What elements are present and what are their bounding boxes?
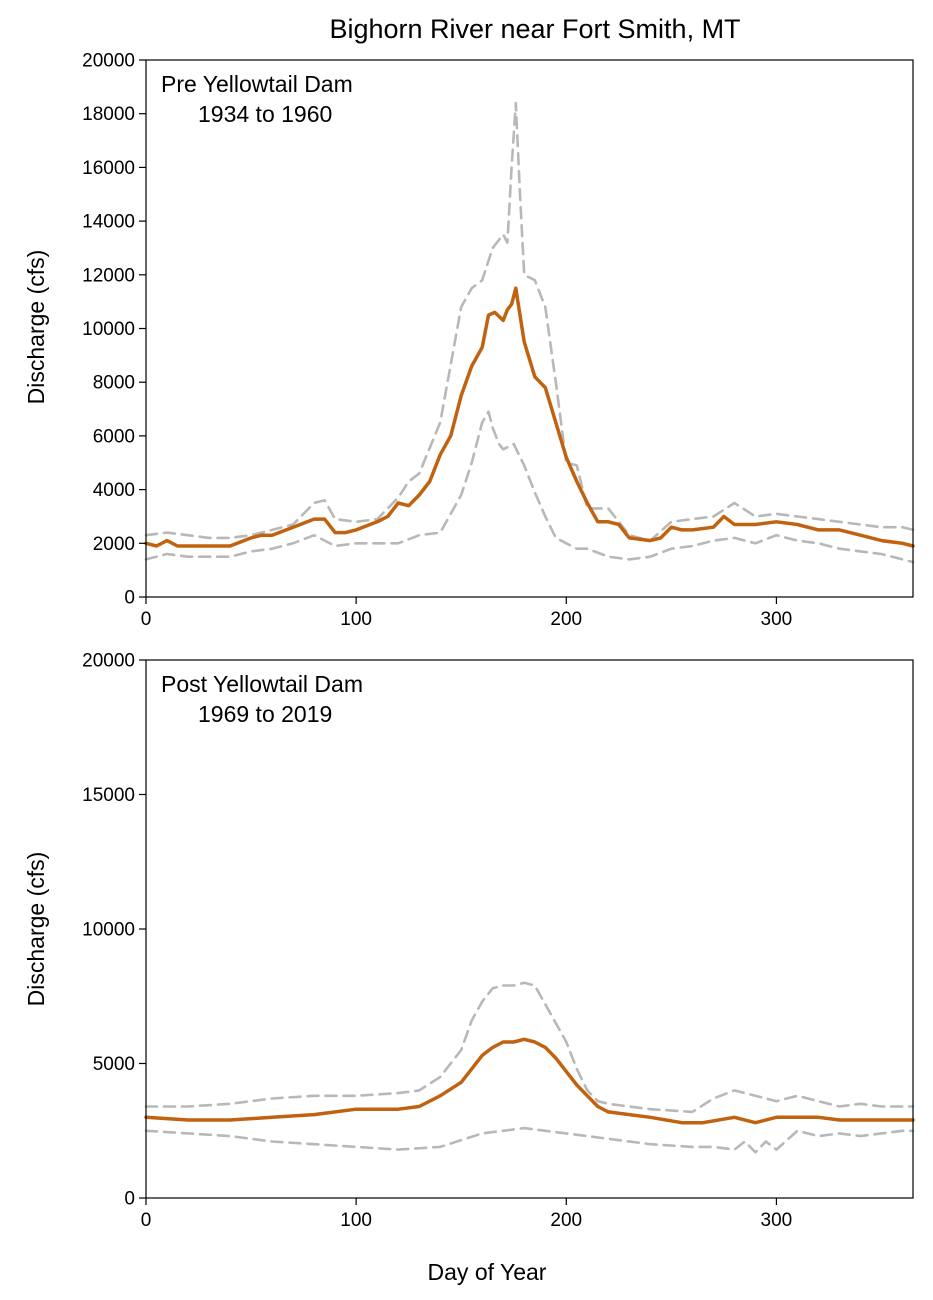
y-tick-label: 20000 [82, 51, 135, 72]
x-tick-label: 100 [340, 1210, 372, 1231]
y-tick-label: 12000 [82, 265, 135, 286]
x-axis-label: Day of Year [428, 1259, 547, 1285]
series-line-upper [144, 101, 915, 542]
y-tick-label: 0 [124, 1189, 135, 1210]
x-tick-label: 200 [550, 609, 582, 630]
panel-post-dam: Post Yellowtail Dam 1969 to 2019 Dischar… [23, 651, 915, 1231]
panel-pre-dam: Pre Yellowtail Dam 1934 to 1960 Discharg… [23, 51, 915, 630]
annotation-period-label: Pre Yellowtail Dam [161, 71, 353, 97]
series-line-median [144, 286, 915, 548]
y-tick-label: 18000 [82, 104, 135, 125]
x-tick-label: 0 [141, 1210, 152, 1231]
annotation-year-range: 1969 to 2019 [198, 701, 332, 727]
y-axis-label: Discharge (cfs) [23, 250, 49, 405]
annotation-period-label: Post Yellowtail Dam [161, 671, 363, 697]
x-tick-label: 300 [761, 609, 793, 630]
y-axis-label: Discharge (cfs) [23, 852, 49, 1007]
series-line-upper [144, 981, 915, 1114]
y-tick-label: 14000 [82, 212, 135, 233]
figure-title: Bighorn River near Fort Smith, MT [329, 14, 740, 44]
annotation-year-range: 1934 to 1960 [198, 101, 332, 127]
y-tick-label: 4000 [93, 480, 135, 501]
series-line-lower [144, 410, 915, 564]
y-tick-label: 6000 [93, 426, 135, 447]
y-tick-label: 5000 [93, 1054, 135, 1075]
y-tick-label: 10000 [82, 920, 135, 941]
x-tick-label: 200 [550, 1210, 582, 1231]
y-tick-label: 20000 [82, 651, 135, 672]
y-tick-label: 15000 [82, 785, 135, 806]
y-tick-label: 16000 [82, 158, 135, 179]
x-tick-label: 100 [340, 609, 372, 630]
y-tick-label: 8000 [93, 373, 135, 394]
x-tick-label: 0 [141, 609, 152, 630]
y-tick-label: 2000 [93, 534, 135, 555]
series-line-lower [144, 1126, 915, 1154]
y-tick-label: 0 [124, 588, 135, 609]
y-tick-label: 10000 [82, 319, 135, 340]
series-line-median [144, 1037, 915, 1125]
x-tick-label: 300 [761, 1210, 793, 1231]
